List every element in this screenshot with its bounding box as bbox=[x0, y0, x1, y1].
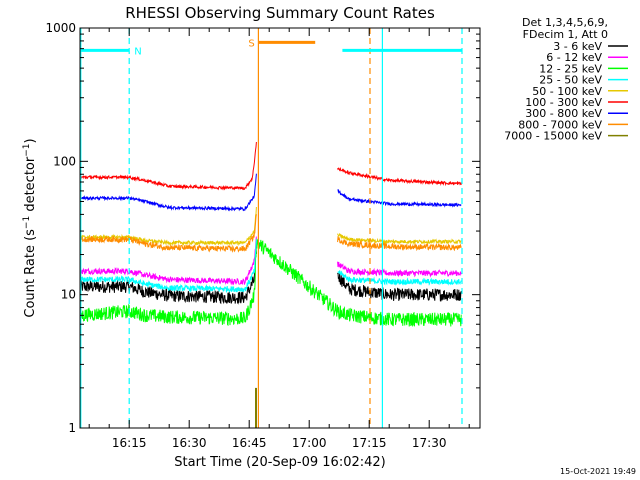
legend: Det 1,3,4,5,6,9,FDecim 1, Att 03 - 6 keV… bbox=[504, 16, 628, 143]
series-line-6-12-kev bbox=[337, 261, 462, 278]
legend-entry-label: 6 - 12 keV bbox=[546, 51, 602, 64]
series-line-6-12-kev bbox=[79, 236, 257, 286]
series-line-300-800-kev bbox=[79, 173, 257, 212]
series-line-3-6-kev bbox=[337, 272, 462, 302]
x-tick-label: 16:15 bbox=[112, 436, 147, 450]
legend-entry-label: 7000 - 15000 keV bbox=[504, 130, 602, 143]
y-tick-label: 100 bbox=[53, 154, 76, 168]
x-tick-label: 17:00 bbox=[292, 436, 327, 450]
series-line-3-6-kev bbox=[79, 249, 257, 305]
y-axis-label: Count Rate (s−1 detector−1) bbox=[22, 138, 38, 317]
series-layer bbox=[79, 141, 462, 428]
y-tick-label: 1 bbox=[68, 421, 76, 435]
x-tick-label: 17:15 bbox=[352, 436, 387, 450]
series-line-800-7000-kev bbox=[79, 214, 257, 253]
series-line-12-25-kev bbox=[79, 238, 462, 328]
series-line-100-300-kev bbox=[337, 166, 462, 187]
markers-layer: NS bbox=[80, 28, 463, 428]
y-axis-ticks: 1 10 100 1000 bbox=[45, 21, 480, 435]
x-tick-label: 16:45 bbox=[232, 436, 267, 450]
series-line-25-50-kev bbox=[79, 239, 257, 293]
x-tick-label: 16:30 bbox=[172, 436, 207, 450]
plot-frame bbox=[79, 27, 481, 429]
legend-entry-label: 12 - 25 keV bbox=[539, 62, 602, 75]
footer-timestamp: 15-Oct-2021 19:49 bbox=[560, 467, 636, 476]
x-axis-label: Start Time (20-Sep-09 16:02:42) bbox=[174, 455, 385, 470]
series-line-100-300-kev bbox=[80, 141, 257, 191]
legend-entry-label: 25 - 50 keV bbox=[539, 74, 602, 87]
legend-entry-label: 50 - 100 keV bbox=[532, 85, 602, 98]
y-tick-label: 1000 bbox=[45, 21, 76, 35]
legend-header: FDecim 1, Att 0 bbox=[523, 28, 608, 41]
series-line-25-50-kev bbox=[337, 270, 462, 286]
x-axis-ticks: 16:15 16:30 16:45 17:00 17:15 17:30 bbox=[88, 28, 470, 450]
time-band-label: S bbox=[248, 38, 254, 49]
chart-title: RHESSI Observing Summary Count Rates bbox=[125, 4, 435, 22]
legend-entry-label: 300 - 800 keV bbox=[525, 107, 602, 120]
legend-header: Det 1,3,4,5,6,9, bbox=[522, 16, 608, 29]
legend-entry-label: 800 - 7000 keV bbox=[518, 118, 602, 131]
series-line-300-800-kev bbox=[337, 189, 462, 208]
y-tick-label: 10 bbox=[61, 288, 76, 302]
legend-entry-label: 3 - 6 keV bbox=[553, 40, 602, 53]
x-tick-label: 17:30 bbox=[412, 436, 447, 450]
series-line-50-100-kev bbox=[337, 232, 462, 245]
legend-entry-label: 100 - 300 keV bbox=[525, 96, 602, 109]
time-band-label: N bbox=[134, 46, 141, 57]
series-line-800-7000-kev bbox=[337, 235, 462, 252]
